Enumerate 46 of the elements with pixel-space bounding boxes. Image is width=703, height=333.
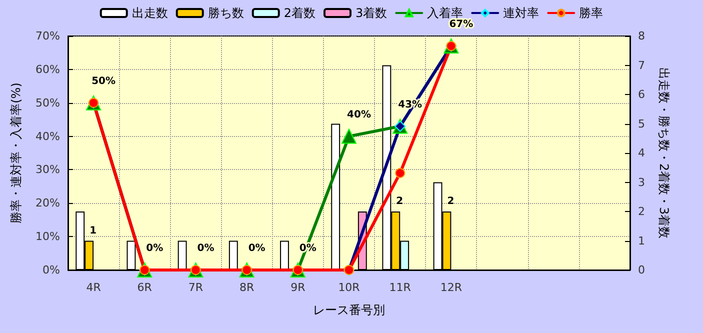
y2-tick-label: 8 <box>638 30 645 42</box>
y2-axis-title: 出走数・勝ち数・2着数・3着数 <box>657 67 671 239</box>
y-tick-label: 40% <box>36 130 60 143</box>
y-tick-label: 60% <box>36 62 60 76</box>
y2-tick-label: 4 <box>638 146 645 160</box>
point <box>342 128 356 144</box>
y2-tick-label: 1 <box>638 234 645 248</box>
x-tick-label: 6R <box>137 281 152 294</box>
legend-label: 出走数 <box>132 6 168 20</box>
y-tick-label: 50% <box>36 96 60 110</box>
data-label: 2 <box>396 196 404 207</box>
x-tick-label: 9R <box>290 281 306 294</box>
x-tick-label: 12R <box>440 281 462 294</box>
x-tick-label: 4R <box>86 281 102 294</box>
x-axis-title: レース番号別 <box>313 303 385 317</box>
x-tick-label: 10R <box>338 281 360 294</box>
data-label: 40% <box>347 109 371 120</box>
data-label: 0% <box>197 243 214 254</box>
legend-label: 連対率 <box>503 6 540 20</box>
y-axis-title: 勝率・連対率・入着率(%) <box>9 82 23 224</box>
y2-tick-label: 6 <box>638 88 645 101</box>
y-tick-label: 30% <box>36 163 60 176</box>
legend-label: 3着数 <box>356 6 388 20</box>
x-tick-label: 7R <box>188 281 204 294</box>
data-label: 1 <box>90 225 97 236</box>
y2-tick-label: 7 <box>638 58 645 72</box>
legend-label: 勝率 <box>579 6 604 20</box>
legend-label: 2着数 <box>284 6 316 20</box>
x-tick-label: 11R <box>389 281 412 294</box>
x-tick-label: 8R <box>239 281 254 294</box>
y2-tick-label: 3 <box>638 176 645 189</box>
y2-tick-label: 5 <box>638 117 645 130</box>
data-label: 50% <box>92 76 116 87</box>
y-tick-label: 20% <box>36 196 60 210</box>
data-label: 67% <box>449 19 474 30</box>
data-label: 0% <box>146 243 164 254</box>
y-tick-label: 70% <box>36 30 60 42</box>
legend-label: 勝ち数 <box>208 6 244 20</box>
point <box>395 168 406 178</box>
legend-label: 入着率 <box>427 6 464 20</box>
y2-tick-label: 0 <box>638 264 645 276</box>
data-label: 0% <box>248 243 266 254</box>
y2-tick-label: 2 <box>638 205 645 218</box>
y-tick-label: 0% <box>42 264 60 276</box>
y-tick-label: 10% <box>36 230 60 244</box>
data-label: 2 <box>447 196 454 207</box>
